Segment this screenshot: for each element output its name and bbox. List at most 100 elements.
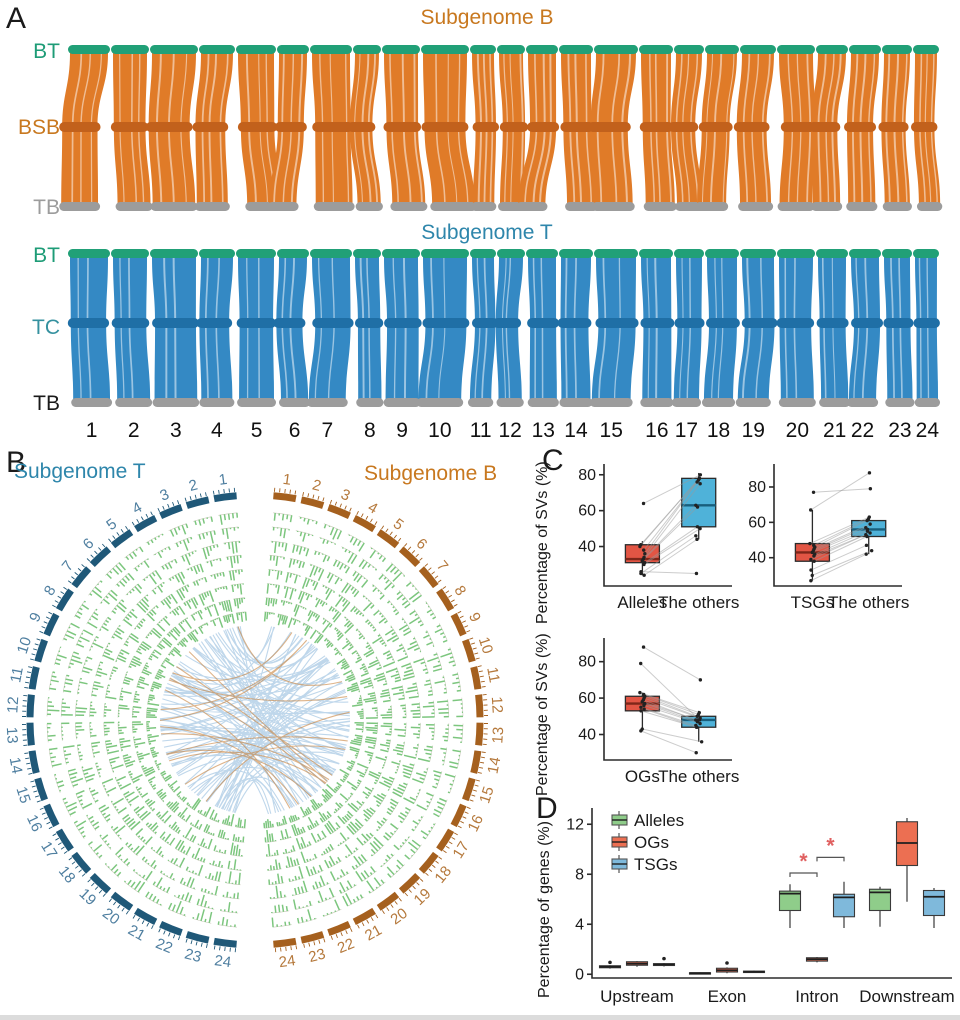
histogram-bars bbox=[47, 512, 464, 928]
chromosome-cap-top bbox=[594, 249, 638, 258]
chromosome-cap-bottom bbox=[496, 398, 524, 407]
circos-chr-number: 22 bbox=[335, 935, 357, 957]
chromosome-bar-mid bbox=[560, 122, 595, 132]
data-point bbox=[643, 552, 647, 556]
chromosome-cap-top bbox=[816, 45, 848, 54]
row-label-bt-top: BT bbox=[33, 40, 60, 63]
chromosome-cap-bottom bbox=[777, 202, 815, 211]
data-point bbox=[698, 482, 702, 486]
chromosome-cap-top bbox=[849, 45, 881, 54]
chromosome-number: 10 bbox=[428, 419, 451, 442]
histogram-bars bbox=[132, 597, 378, 843]
circos-chr-number: 16 bbox=[465, 812, 487, 834]
chromosome-cap-bottom bbox=[589, 398, 633, 407]
chromosome-cap-bottom bbox=[71, 398, 113, 407]
chromosome-bar-mid bbox=[668, 122, 699, 132]
data-point bbox=[639, 661, 643, 666]
circos-arc-ticks bbox=[273, 487, 489, 953]
pair-line bbox=[639, 692, 700, 714]
category-label: OGs bbox=[625, 767, 660, 786]
chromosome-cap-bottom bbox=[640, 398, 674, 407]
circos-subgenome-t-label: Subgenome T bbox=[14, 460, 146, 483]
chromosome-bar-mid bbox=[312, 318, 354, 328]
chromosome-bar-mid bbox=[808, 122, 841, 132]
circos-chromosome-arc bbox=[398, 546, 421, 568]
chromosome-bar-mid bbox=[472, 122, 500, 132]
axes bbox=[591, 808, 952, 979]
data-point bbox=[809, 508, 813, 512]
pair-line bbox=[643, 504, 697, 560]
chromosome-bar-mid bbox=[111, 318, 150, 328]
histogram-bars bbox=[118, 583, 393, 857]
circos-subgenome-b-label: Subgenome B bbox=[364, 462, 498, 485]
subgenome-b-ribbons bbox=[59, 45, 943, 211]
circos-chromosome-arc bbox=[475, 694, 484, 718]
data-point bbox=[812, 559, 816, 563]
circos-chromosome-arc bbox=[134, 514, 158, 533]
circos-chr-number: 4 bbox=[365, 499, 381, 518]
data-point bbox=[811, 490, 816, 494]
y-tick-label: 0 bbox=[575, 966, 584, 983]
circos-chromosome-arc bbox=[470, 666, 482, 690]
chromosome-cap-bottom bbox=[115, 202, 153, 211]
data-point bbox=[865, 518, 869, 523]
chromosome-cap-bottom bbox=[237, 398, 277, 407]
circos-chromosome-arc bbox=[34, 638, 48, 663]
circos-chr-number: 12 bbox=[4, 696, 22, 714]
data-point bbox=[698, 721, 702, 726]
y-tick-label: 60 bbox=[748, 514, 766, 531]
chromosome-cap-top bbox=[705, 249, 739, 258]
page-edge bbox=[0, 1015, 960, 1020]
chromosome-cap-top bbox=[740, 249, 776, 258]
chromosome-cap-bottom bbox=[306, 398, 348, 407]
circos-chromosome-arc bbox=[470, 750, 482, 774]
panel-label-c: C bbox=[542, 444, 565, 477]
data-point bbox=[808, 541, 812, 546]
chromosome-bar-mid bbox=[883, 318, 914, 328]
y-tick-label: 80 bbox=[578, 654, 596, 671]
circos-chromosome-arc bbox=[26, 694, 35, 718]
chromosome-number: 20 bbox=[786, 419, 809, 442]
data-point bbox=[638, 544, 642, 549]
chromosome-bar-mid bbox=[499, 122, 529, 132]
data-point bbox=[865, 529, 870, 533]
chromosome-cap-top bbox=[594, 45, 638, 54]
chromosome-cap-top bbox=[353, 249, 381, 258]
chromosome-cap-bottom bbox=[819, 398, 851, 407]
panel-label-d: D bbox=[536, 792, 559, 825]
circos-chr-number: 2 bbox=[311, 476, 323, 495]
chromosome-cap-top bbox=[310, 249, 352, 258]
chromosome-bar-mid bbox=[910, 122, 938, 132]
row-label-tb-top: TB bbox=[33, 196, 60, 219]
data-point bbox=[864, 543, 869, 548]
chromosome-cap-top bbox=[882, 249, 912, 258]
circos-chromosome-arc bbox=[213, 937, 237, 948]
data-point bbox=[642, 548, 646, 552]
chromosome-bar-mid bbox=[192, 122, 229, 132]
pair-line bbox=[812, 528, 868, 553]
chromosome-number: 7 bbox=[321, 419, 333, 442]
chromosome-cap-bottom bbox=[738, 202, 774, 211]
category-label: Alleles bbox=[617, 593, 667, 612]
circos-chr-number: 14 bbox=[6, 756, 26, 776]
data-point bbox=[868, 531, 872, 535]
chromosome-bar-mid bbox=[587, 122, 631, 132]
chromosome-bar-mid bbox=[706, 318, 740, 328]
synteny-ribbon bbox=[779, 257, 814, 402]
circos-chromosome-arc bbox=[43, 803, 60, 828]
circos-chr-number: 6 bbox=[413, 535, 431, 553]
circos-chromosome-arc bbox=[28, 666, 40, 690]
chromosome-bar-mid bbox=[196, 318, 233, 328]
data-point bbox=[868, 487, 873, 491]
synteny-ribbon bbox=[238, 257, 275, 402]
chromosome-cap-bottom bbox=[150, 202, 198, 211]
circos-chromosome-arc bbox=[43, 612, 60, 637]
circos-chromosome-arc bbox=[89, 546, 112, 568]
chromosome-number: 17 bbox=[675, 419, 698, 442]
chromosome-bar-mid bbox=[698, 122, 733, 132]
chromosome-bar-mid bbox=[273, 318, 306, 328]
circos-chromosome-arc bbox=[159, 921, 183, 937]
